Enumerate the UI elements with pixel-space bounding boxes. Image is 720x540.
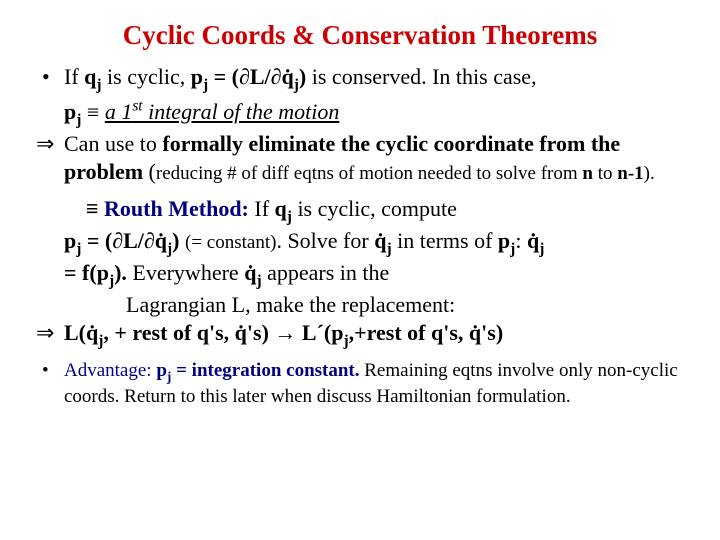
implies-arrow-icon: ⇒	[36, 130, 64, 186]
routh-line-4: Lagrangian L, make the replacement:	[126, 291, 684, 319]
page-title: Cyclic Coords & Conservation Theorems	[36, 18, 684, 53]
bullet-marker: •	[36, 359, 64, 409]
implies-arrow-icon: ⇒	[36, 319, 64, 351]
routh-line-1: ≡ Routh Method: If qj is cyclic, compute	[86, 195, 684, 227]
routh-line-3: = f(pj). Everywhere q̇j appears in the	[64, 259, 684, 291]
bullet-item-advantage: • Advantage: pj = integration constant. …	[36, 359, 684, 409]
bullet-1-line2: pj ≡ a 1st integral of the motion	[64, 97, 684, 130]
bullet-marker: •	[36, 63, 64, 95]
implies-1-text: Can use to formally eliminate the cyclic…	[64, 130, 684, 186]
implies-2-text: L(q̇j, + rest of q's, q̇'s) → L´(pj,+res…	[64, 319, 684, 351]
routh-line-2: pj = (∂L/∂q̇j) (= constant). Solve for q…	[64, 227, 684, 259]
implies-1: ⇒ Can use to formally eliminate the cycl…	[36, 130, 684, 186]
bullet-text: Advantage: pj = integration constant. Re…	[64, 359, 684, 409]
bullet-text: If qj is cyclic, pj = (∂L/∂q̇j) is conse…	[64, 63, 684, 95]
bullet-item-1: • If qj is cyclic, pj = (∂L/∂q̇j) is con…	[36, 63, 684, 95]
implies-2: ⇒ L(q̇j, + rest of q's, q̇'s) → L´(pj,+r…	[36, 319, 684, 351]
